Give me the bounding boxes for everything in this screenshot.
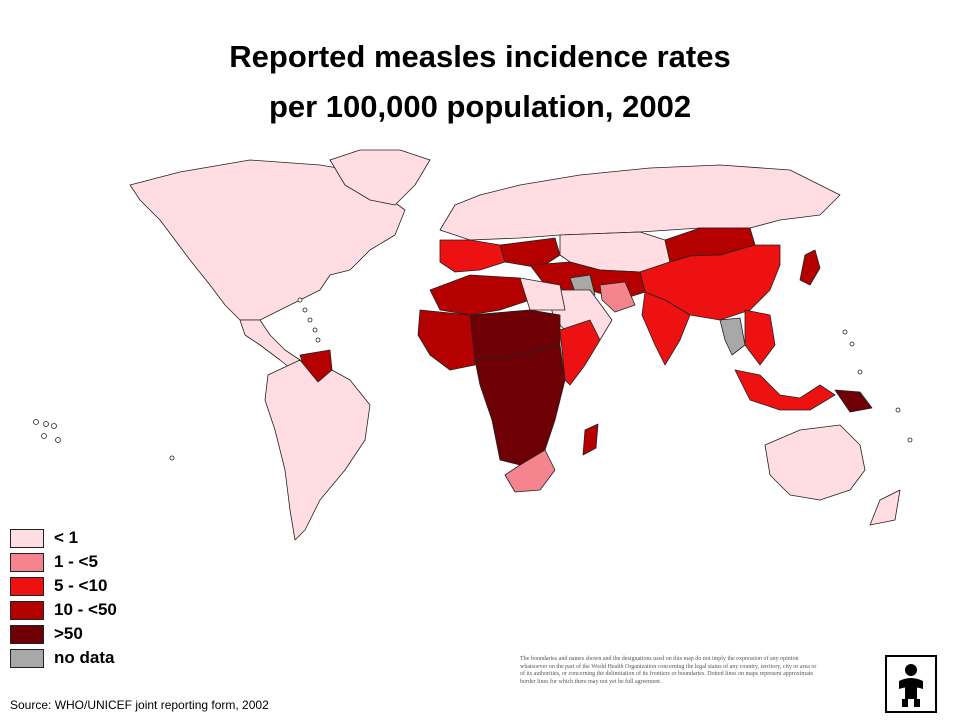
legend-swatch xyxy=(10,600,44,620)
legend-label: 5 - <10 xyxy=(54,576,108,595)
region-greenland xyxy=(329,149,431,206)
region-egypt xyxy=(519,277,566,311)
legend-label: 1 - <5 xyxy=(54,552,98,571)
region-east-africa xyxy=(559,319,601,386)
title-line-1: Reported measles incidence rates xyxy=(229,39,731,74)
legend-item: 10 - <50 xyxy=(10,598,117,622)
map-disclaimer: The boundaries and names shown and the d… xyxy=(520,656,817,685)
region-central-africa xyxy=(474,344,566,466)
region-south-america xyxy=(264,359,371,541)
legend: < 1 1 - <5 5 - <10 10 - <50 >50 no data xyxy=(10,526,117,670)
region-madagascar xyxy=(582,423,599,456)
region-west-africa xyxy=(417,309,476,371)
source-note: Source: WHO/UNICEF joint reporting form,… xyxy=(10,698,269,712)
region-north-africa xyxy=(429,274,531,316)
region-new-zealand xyxy=(869,489,901,526)
who-unicef-family-logo-icon xyxy=(885,655,937,713)
region-japan xyxy=(799,249,821,286)
legend-label: 10 - <50 xyxy=(54,600,117,619)
legend-item: 1 - <5 xyxy=(10,550,117,574)
region-eastern-europe xyxy=(499,237,561,269)
region-indonesia xyxy=(734,369,836,411)
legend-swatch xyxy=(10,552,44,572)
small-islands xyxy=(33,297,913,461)
legend-item: no data xyxy=(10,646,117,670)
region-india xyxy=(641,291,691,366)
region-australia xyxy=(764,424,866,501)
legend-item: < 1 xyxy=(10,526,117,550)
region-myanmar xyxy=(719,317,746,356)
legend-item: 5 - <10 xyxy=(10,574,117,598)
title-line-2: per 100,000 population, 2002 xyxy=(268,89,692,124)
map-title: Reported measles incidence rates per 100… xyxy=(0,32,960,132)
legend-swatch xyxy=(10,648,44,668)
world-map xyxy=(33,149,913,541)
region-iran xyxy=(599,281,636,313)
region-western-europe xyxy=(439,239,506,273)
region-russia-northern-europe xyxy=(439,164,841,241)
legend-item: >50 xyxy=(10,622,117,646)
region-southeast-asia xyxy=(744,309,776,366)
legend-label: no data xyxy=(54,648,115,667)
legend-label: >50 xyxy=(54,624,83,643)
region-southern-africa xyxy=(504,449,556,493)
legend-label: < 1 xyxy=(54,528,79,547)
legend-swatch xyxy=(10,576,44,596)
legend-swatch xyxy=(10,528,44,548)
legend-swatch xyxy=(10,624,44,644)
region-papua xyxy=(834,389,873,413)
